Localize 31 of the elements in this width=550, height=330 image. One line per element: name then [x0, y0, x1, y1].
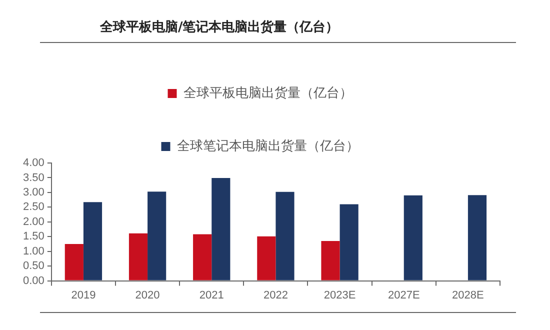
x-tick-label: 2027E [388, 289, 420, 302]
y-tick-label: 2.50 [22, 201, 44, 214]
legend-label: 全球平板电脑出货量（亿台） [183, 86, 352, 101]
x-tick-label: 2028E [452, 289, 484, 302]
bar [321, 241, 340, 280]
bar [404, 195, 422, 280]
y-tick-label: 3.00 [22, 186, 44, 198]
legend-label: 全球笔记本电脑出货量（亿台） [176, 138, 359, 154]
x-tick-label: 2021 [199, 289, 224, 302]
y-tick-label: 2.00 [22, 216, 44, 228]
y-tick-label: 3.50 [22, 172, 44, 184]
bar [212, 178, 230, 280]
y-tick-label: 0.00 [22, 274, 44, 287]
x-tick-label: 2022 [263, 289, 288, 302]
bar [193, 234, 212, 280]
y-tick-label: 0.50 [22, 260, 44, 272]
bar [128, 233, 148, 280]
bar [468, 195, 487, 280]
chart-title: 全球平板电脑/笔记本电脑出货量（亿台） [100, 18, 339, 36]
bar [64, 244, 84, 280]
x-tick-label: 2020 [135, 289, 160, 302]
y-tick-label: 4.00 [22, 157, 44, 170]
x-tick-label: 2019 [71, 289, 96, 302]
bar [276, 192, 294, 280]
bar [148, 192, 166, 280]
bar [83, 202, 102, 280]
y-tick-label: 1.00 [22, 245, 44, 258]
bar [340, 204, 358, 280]
y-tick-label: 1.50 [22, 230, 44, 243]
x-tick-label: 2023E [324, 289, 356, 302]
bar [257, 236, 276, 280]
